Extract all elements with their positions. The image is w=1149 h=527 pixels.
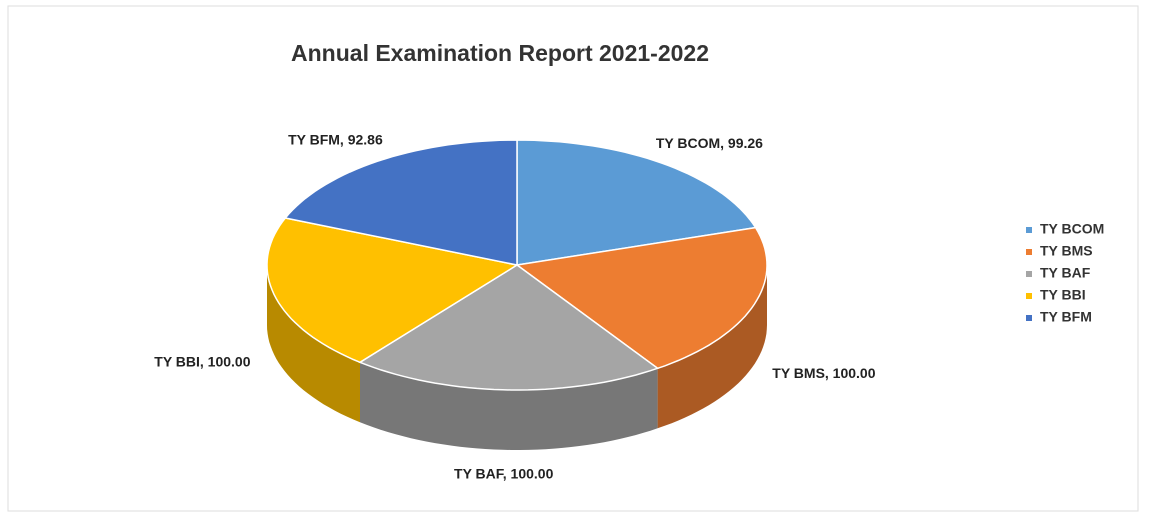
chart-title: Annual Examination Report 2021-2022 bbox=[291, 40, 709, 66]
pie-slice bbox=[283, 139, 518, 266]
data-label: TY BBI, 100.00 bbox=[154, 353, 250, 369]
pie-slice bbox=[516, 139, 757, 266]
pie-side bbox=[657, 265, 767, 429]
legend-swatch bbox=[1026, 315, 1032, 321]
pie-slice bbox=[358, 264, 660, 391]
legend-label: TY BAF bbox=[1040, 265, 1091, 281]
pie-side bbox=[360, 362, 658, 450]
pie-slice bbox=[515, 226, 768, 370]
data-label: TY BMS, 100.00 bbox=[772, 365, 875, 381]
legend-swatch bbox=[1026, 227, 1032, 233]
legend-label: TY BBI bbox=[1040, 287, 1086, 303]
pie-slice bbox=[266, 217, 520, 364]
data-label: TY BCOM, 99.26 bbox=[656, 135, 763, 151]
legend-swatch bbox=[1026, 249, 1032, 255]
legend-swatch bbox=[1026, 271, 1032, 277]
legend-label: TY BCOM bbox=[1040, 221, 1104, 237]
data-label: TY BFM, 92.86 bbox=[288, 131, 383, 147]
legend-label: TY BMS bbox=[1040, 243, 1093, 259]
legend-swatch bbox=[1026, 293, 1032, 299]
pie-side bbox=[267, 265, 360, 423]
data-label: TY BAF, 100.00 bbox=[454, 466, 554, 482]
legend-label: TY BFM bbox=[1040, 309, 1092, 325]
